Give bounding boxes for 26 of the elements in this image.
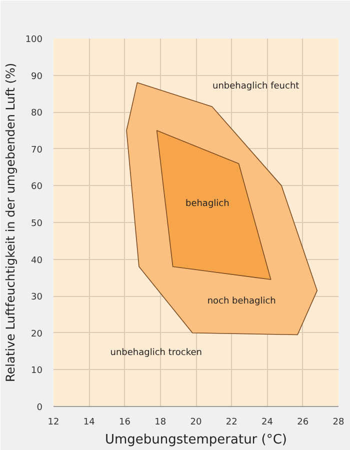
- y-tick-label: 0: [36, 403, 43, 413]
- y-tick-label: 80: [31, 108, 43, 119]
- y-tick-label: 60: [31, 182, 43, 192]
- y-tick-label: 90: [31, 72, 43, 82]
- y-tick-label: 100: [25, 35, 43, 45]
- x-tick-label: 24: [262, 418, 274, 428]
- x-tick-label: 22: [226, 418, 238, 428]
- y-tick-label: 40: [31, 256, 43, 266]
- annotation: unbehaglich trocken: [110, 348, 202, 358]
- x-tick-label: 14: [83, 418, 96, 428]
- y-axis-title: Relative Luftfeuchtigkeit in der umgebenden Luft (%): [3, 62, 18, 382]
- x-tick-label: 28: [332, 418, 344, 428]
- x-tick-label: 16: [119, 418, 131, 428]
- x-tick-label: 26: [297, 418, 309, 428]
- x-tick-label: 18: [154, 418, 166, 428]
- y-tick-label: 20: [31, 329, 43, 340]
- y-tick-label: 70: [31, 145, 43, 156]
- annotation: noch behaglich: [207, 296, 276, 307]
- annotation: unbehaglich feucht: [212, 81, 300, 92]
- x-axis-title: Umgebungstemperatur (°C): [104, 432, 288, 448]
- annotation: behaglich: [185, 199, 230, 210]
- x-tick-label: 12: [48, 418, 60, 428]
- y-tick-label: 50: [31, 219, 43, 229]
- y-tick-label: 10: [31, 366, 43, 376]
- y-tick-label: 30: [31, 292, 43, 303]
- x-tick-label: 20: [190, 418, 202, 428]
